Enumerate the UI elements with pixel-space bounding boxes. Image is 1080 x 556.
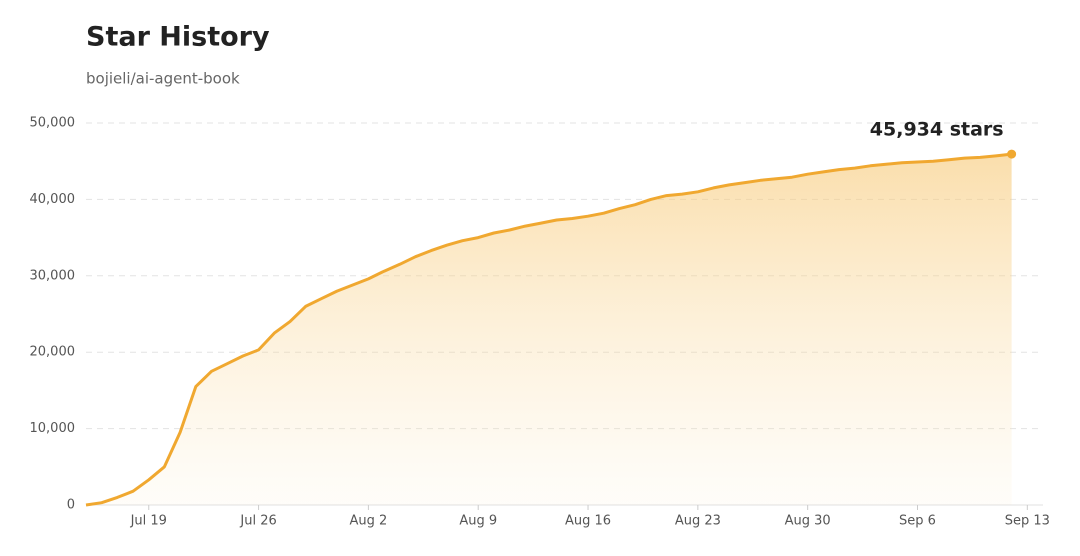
x-tick-label: Aug 23 <box>675 514 721 529</box>
x-tick-label: Jul 19 <box>130 514 167 529</box>
y-tick-label: 20,000 <box>30 345 76 360</box>
x-tick-label: Sep 6 <box>899 514 936 529</box>
chart-title: Star History <box>86 22 270 53</box>
x-tick-label: Aug 2 <box>349 514 387 529</box>
x-tick-label: Aug 30 <box>785 514 831 529</box>
annotation: 45,934 stars <box>870 119 1004 141</box>
chart-subtitle: bojieli/ai-agent-book <box>86 70 240 88</box>
x-tick-label: Aug 9 <box>459 514 497 529</box>
end-point <box>1007 149 1017 159</box>
line <box>85 152 1012 507</box>
x-tick-label: Aug 16 <box>565 514 611 529</box>
y-tick-label: 0 <box>67 498 75 513</box>
x-tick-label: Sep 13 <box>1005 514 1050 529</box>
y-tick-label: 50,000 <box>30 116 76 131</box>
area <box>86 154 1012 505</box>
x-tick-label: Jul 26 <box>239 514 276 529</box>
y-tick-label: 10,000 <box>30 421 76 436</box>
y-tick-label: 30,000 <box>30 268 76 283</box>
y-tick-label: 40,000 <box>30 192 76 207</box>
